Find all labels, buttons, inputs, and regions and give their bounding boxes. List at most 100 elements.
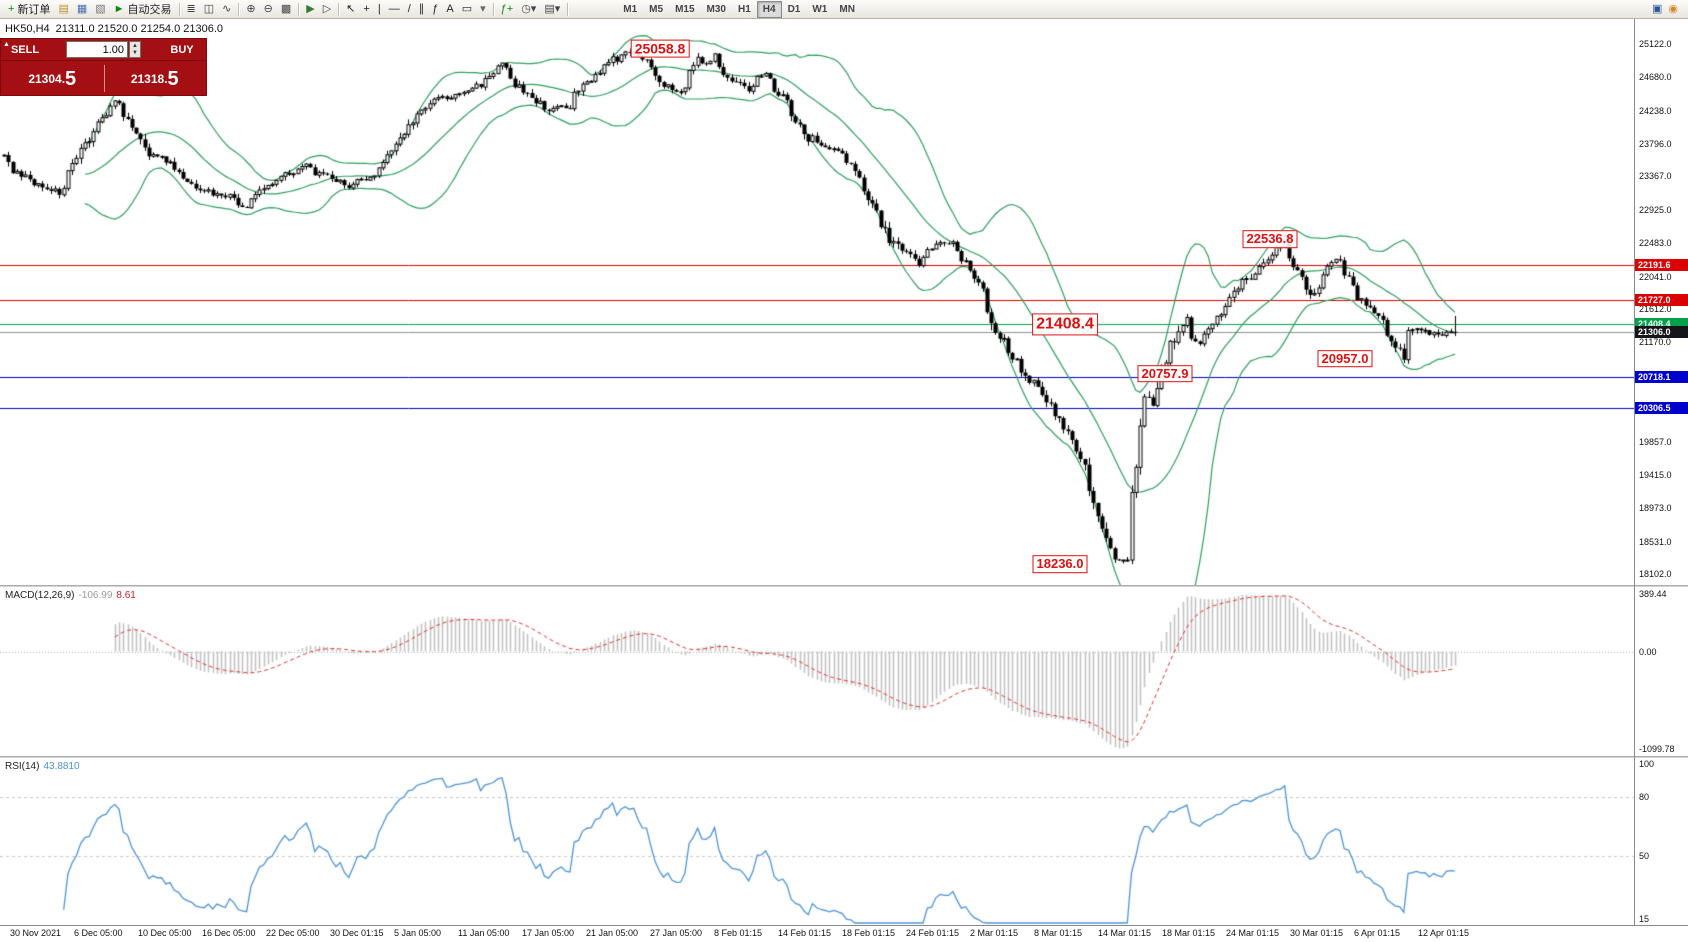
timeframe-m5[interactable]: M5 <box>649 3 664 15</box>
rsi-axis-label: 100 <box>1639 759 1655 769</box>
timeframe-m15[interactable]: M15 <box>675 3 695 15</box>
price-axis-tick: 22483.0 <box>1639 238 1672 249</box>
fibonacci-button[interactable]: ƒ <box>428 1 442 18</box>
price-level-badge: 20718.1 <box>1635 370 1688 383</box>
sell-price-big-digit: 5 <box>65 67 77 90</box>
line-chart-button[interactable]: ∿ <box>218 1 235 18</box>
price-annotation: 25058.8 <box>630 39 690 58</box>
volume-input[interactable] <box>66 41 129 58</box>
sell-price[interactable]: 21304. 5 <box>1 61 104 96</box>
price-annotation: 22536.8 <box>1242 230 1298 248</box>
panel-separator[interactable] <box>0 756 1688 758</box>
macd-name: MACD(12,26,9) <box>5 590 75 601</box>
collapse-one-click-icon[interactable]: ▲ <box>3 41 10 48</box>
symbol-title: HK50,H4 <box>5 23 50 35</box>
cursor-button[interactable]: ↖ <box>342 1 359 18</box>
timeframe-w1[interactable]: W1 <box>812 3 828 15</box>
tile-windows-button[interactable]: ▩ <box>277 1 295 18</box>
macd-axis-zero: 0.00 <box>1639 646 1657 657</box>
timeframe-m1[interactable]: M1 <box>623 3 638 15</box>
shapes-dropdown-button[interactable]: ▾ <box>476 1 490 18</box>
macd-main-value: -106.99 <box>78 590 113 601</box>
rsi-subwindow-canvas[interactable] <box>0 758 1634 925</box>
trendline-icon: / <box>407 2 411 15</box>
zoom-out-button[interactable]: ⊖ <box>260 1 277 18</box>
time-axis-label: 10 Dec 05:00 <box>138 928 192 938</box>
autotrading-icon: ► <box>113 2 125 15</box>
time-axis-label: 12 Apr 01:15 <box>1418 928 1470 938</box>
arrow-label-button[interactable]: ▭ <box>458 1 476 18</box>
price-axis-tick: 19857.0 <box>1639 436 1672 447</box>
auto-scroll-icon: ▶ <box>306 2 315 15</box>
rsi-value: 43.8810 <box>43 761 80 772</box>
trendline-button[interactable]: / <box>404 1 415 18</box>
periods-dropdown-button[interactable]: ◷▾ <box>517 1 540 18</box>
time-axis-label: 8 Mar 01:15 <box>1034 928 1083 938</box>
price-axis-tick: 21612.0 <box>1639 304 1672 315</box>
time-axis-label: 18 Feb 01:15 <box>842 928 896 938</box>
price-level-badge: 21727.0 <box>1635 294 1688 307</box>
auto-scroll-button[interactable]: ▶ <box>302 1 318 18</box>
chart-shift-button[interactable]: ▷ <box>319 1 335 18</box>
new-order-button[interactable]: + 新订单 <box>4 1 54 18</box>
toolbar-separator <box>567 2 569 16</box>
equidistant-channel-button[interactable]: ∥ <box>415 1 429 18</box>
new-chart-window-icon[interactable]: ▣ <box>1651 2 1663 15</box>
timeframe-d1[interactable]: D1 <box>787 3 801 15</box>
price-divider <box>103 65 105 92</box>
autotrading-button[interactable]: ► 自动交易 <box>110 1 176 18</box>
user-account-icon[interactable]: ◉ <box>1668 2 1678 15</box>
current-price-badge: 21306.0 <box>1635 326 1688 339</box>
volume-up-icon[interactable]: ▲ <box>132 42 138 49</box>
timeframe-mn[interactable]: MN <box>839 3 855 15</box>
macd-axis-max: 389.44 <box>1639 589 1667 599</box>
candlestick-chart-button[interactable]: ◫ <box>200 1 218 18</box>
vertical-line-button[interactable]: | <box>374 1 385 18</box>
text-button[interactable]: A <box>442 1 457 18</box>
toolbar-separator <box>338 2 340 16</box>
symbol-ohlc: 21311.0 21520.0 21254.0 21306.0 <box>55 23 224 35</box>
volume-stepper: ▲ ▼ <box>129 41 141 58</box>
horizontal-line-button[interactable]: — <box>385 1 404 18</box>
buy-button[interactable]: BUY <box>170 43 194 56</box>
time-axis-label: 24 Mar 01:15 <box>1226 928 1280 938</box>
price-annotation: 20957.0 <box>1317 349 1373 368</box>
toolbar-right-group: ▣ ◉ <box>1652 1 1684 18</box>
price-scale-divider <box>1634 19 1635 925</box>
data-window-button[interactable]: ▦ <box>73 1 91 18</box>
navigator-button[interactable]: ▧ <box>91 1 109 18</box>
volume-down-icon[interactable]: ▼ <box>132 49 138 56</box>
sell-button[interactable]: SELL <box>10 43 40 56</box>
tile-windows-icon: ▩ <box>280 2 292 15</box>
time-axis-label: 21 Jan 05:00 <box>586 928 639 938</box>
price-axis-tick: 23796.0 <box>1639 138 1672 149</box>
time-axis[interactable] <box>0 925 1688 942</box>
toolbar-separator <box>492 2 494 16</box>
panel-separator[interactable] <box>0 585 1688 587</box>
timeframe-h4[interactable]: H4 <box>756 0 782 18</box>
price-axis-tick: 18973.0 <box>1639 503 1672 514</box>
indicators-add-button[interactable]: ƒ+ <box>497 1 518 18</box>
arrow-label-icon: ▭ <box>461 2 473 15</box>
equidistant-channel-icon: ∥ <box>418 2 425 15</box>
market-watch-button[interactable]: ▤ <box>54 1 72 18</box>
macd-signal-value: 8.61 <box>116 590 136 601</box>
zoom-out-icon: ⊖ <box>263 2 273 15</box>
time-axis-label: 14 Feb 01:15 <box>778 928 832 938</box>
timeframe-h1[interactable]: H1 <box>737 3 751 15</box>
buy-price-main: 21318. <box>130 71 168 86</box>
template-dropdown-button[interactable]: ▤▾ <box>540 1 564 18</box>
zoom-in-button[interactable]: ⊕ <box>242 1 259 18</box>
bar-chart-button[interactable]: ≣ <box>183 1 200 18</box>
shapes-dropdown-icon: ▾ <box>480 2 486 15</box>
timeframe-m30[interactable]: M30 <box>706 3 726 15</box>
time-axis-label: 5 Jan 05:00 <box>394 928 442 938</box>
one-click-trading-panel: ▲ SELL ▲ ▼ BUY 21304.5 21318.5 <box>0 38 207 96</box>
buy-price[interactable]: 21318. 5 <box>104 61 207 96</box>
crosshair-button[interactable]: + <box>359 1 373 18</box>
time-axis-label: 16 Dec 05:00 <box>202 928 256 938</box>
price-chart-canvas[interactable] <box>0 19 1634 585</box>
macd-subwindow-canvas[interactable] <box>0 587 1634 756</box>
price-axis-tick: 18531.0 <box>1639 536 1672 547</box>
price-axis-tick: 18102.0 <box>1639 569 1672 580</box>
